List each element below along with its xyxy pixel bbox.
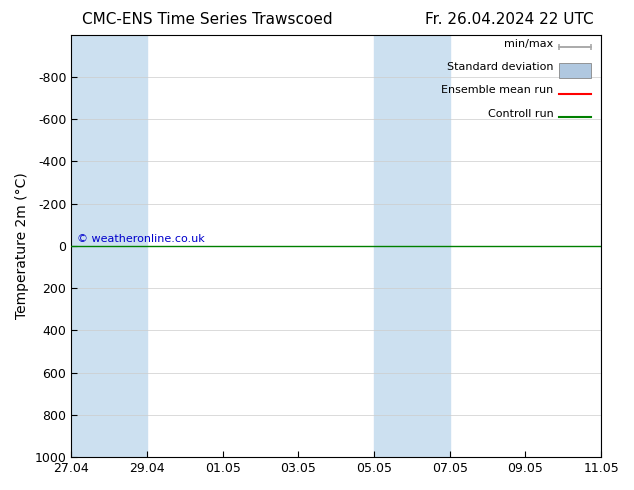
Text: CMC-ENS Time Series Trawscoed: CMC-ENS Time Series Trawscoed bbox=[82, 12, 333, 27]
Text: © weatheronline.co.uk: © weatheronline.co.uk bbox=[77, 234, 204, 244]
Y-axis label: Temperature 2m (°C): Temperature 2m (°C) bbox=[15, 172, 29, 319]
FancyBboxPatch shape bbox=[559, 63, 590, 78]
Text: Fr. 26.04.2024 22 UTC: Fr. 26.04.2024 22 UTC bbox=[425, 12, 593, 27]
Text: min/max: min/max bbox=[504, 39, 553, 49]
Text: Ensemble mean run: Ensemble mean run bbox=[441, 85, 553, 95]
Text: Controll run: Controll run bbox=[488, 109, 553, 119]
Bar bbox=[601, 35, 634, 457]
Text: Standard deviation: Standard deviation bbox=[447, 62, 553, 72]
Bar bbox=[71, 35, 147, 457]
Bar bbox=[374, 35, 450, 457]
